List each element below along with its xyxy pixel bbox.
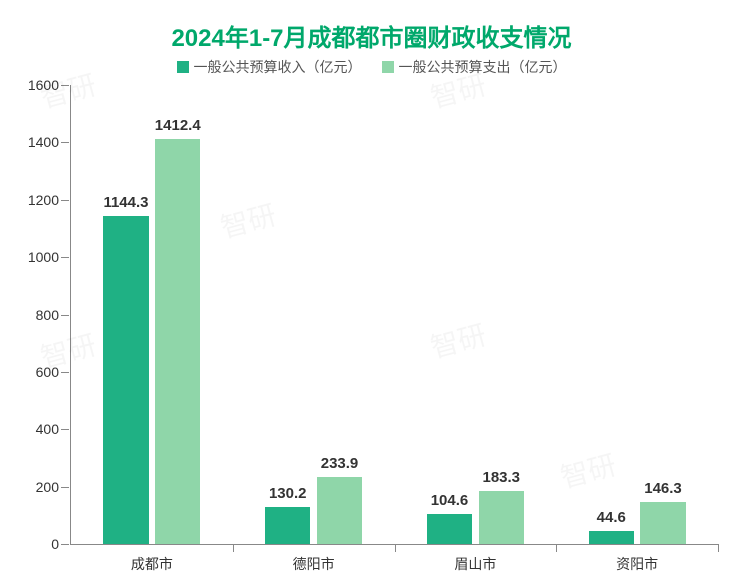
y-tick-label: 1000 [28,249,59,265]
legend-label-revenue: 一般公共预算收入（亿元） [194,57,362,77]
y-tick [61,200,69,201]
bar-expenditure [640,502,685,544]
bar-expenditure [479,491,524,544]
fiscal-chart: 2024年1-7月成都都市圈财政收支情况 一般公共预算收入（亿元） 一般公共预算… [0,0,743,586]
x-tick [556,544,557,552]
y-tick-label: 400 [36,421,59,437]
bar-value-label: 233.9 [321,455,359,472]
y-tick-label: 1600 [28,77,59,93]
y-tick-label: 0 [51,536,59,552]
bar-value-label: 183.3 [482,469,520,486]
y-tick-label: 1400 [28,134,59,150]
y-tick-label: 600 [36,364,59,380]
bar-revenue [427,514,472,544]
legend-label-expenditure: 一般公共预算支出（亿元） [399,57,567,77]
x-category-label: 眉山市 [454,554,496,574]
bar-value-label: 1144.3 [103,194,148,211]
bar-value-label: 130.2 [269,485,307,502]
y-tick [61,544,69,545]
y-tick-label: 800 [36,307,59,323]
x-tick [233,544,234,552]
y-tick [61,257,69,258]
legend-item-expenditure: 一般公共预算支出（亿元） [382,57,567,77]
bar-revenue [265,507,310,544]
bar-value-label: 1412.4 [155,117,201,134]
y-tick [61,429,69,430]
bar-expenditure [317,477,362,544]
y-tick [61,315,69,316]
bar-value-label: 104.6 [431,492,469,509]
x-category-label: 德阳市 [293,554,335,574]
x-tick [718,544,719,552]
x-category-label: 资阳市 [616,554,658,574]
y-tick [61,142,69,143]
y-tick-label: 200 [36,479,59,495]
x-tick [395,544,396,552]
bar-revenue [589,531,634,544]
y-tick-label: 1200 [28,192,59,208]
legend-item-revenue: 一般公共预算收入（亿元） [177,57,362,77]
x-category-label: 成都市 [131,554,173,574]
y-tick [61,372,69,373]
bar-value-label: 146.3 [644,480,682,497]
bar-revenue [103,216,148,544]
y-tick [61,487,69,488]
plot-area: 02004006008001000120014001600成都市1144.314… [70,85,718,545]
legend: 一般公共预算收入（亿元） 一般公共预算支出（亿元） [15,57,728,77]
bar-value-label: 44.6 [597,509,626,526]
y-tick [61,85,69,86]
chart-title: 2024年1-7月成都都市圈财政收支情况 [15,18,728,53]
legend-swatch-revenue [177,61,189,73]
bar-expenditure [155,139,200,544]
legend-swatch-expenditure [382,61,394,73]
